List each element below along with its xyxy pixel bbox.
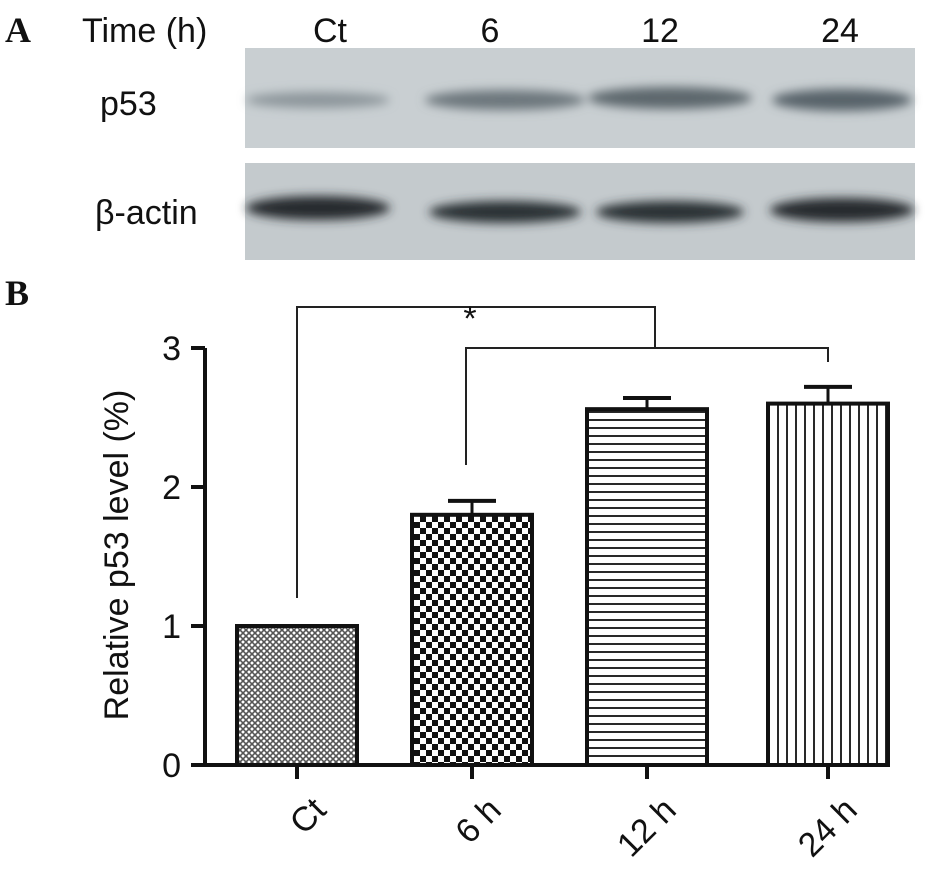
- significance-star: *: [463, 300, 476, 338]
- row-label: β-actin: [95, 194, 198, 232]
- bracket: [465, 347, 829, 465]
- row-label: p53: [100, 85, 157, 123]
- bar: [235, 624, 359, 767]
- lane-label: 6: [481, 12, 500, 50]
- x-tick-label: 6 h: [448, 791, 508, 851]
- x-tick-label: Ct: [283, 790, 334, 841]
- x-tick-label: 12 h: [610, 791, 684, 865]
- band: [246, 196, 390, 220]
- y-axis-label: Relative p53 level (%): [98, 390, 136, 721]
- band: [772, 89, 912, 111]
- y-tick-label: 2: [162, 469, 181, 507]
- lane-label: 12: [641, 12, 679, 50]
- bar: [585, 407, 709, 767]
- bar: [766, 401, 890, 767]
- bracket: [296, 306, 656, 598]
- band: [246, 92, 390, 108]
- time-label: Time (h): [82, 12, 207, 50]
- band: [596, 201, 744, 223]
- band: [429, 201, 581, 223]
- band: [588, 87, 752, 109]
- band: [770, 198, 914, 222]
- y-tick-label: 3: [162, 330, 181, 368]
- panel-label: A: [5, 10, 31, 50]
- band: [425, 90, 585, 110]
- y-tick-label: 0: [162, 747, 181, 785]
- lane-label: Ct: [313, 12, 348, 50]
- lane-label: 24: [821, 12, 859, 50]
- significance-brackets: [296, 306, 829, 598]
- bar: [410, 512, 534, 767]
- blot-bands: [246, 87, 914, 223]
- panel-label: B: [5, 273, 29, 313]
- y-tick-label: 1: [162, 608, 181, 646]
- x-tick-label: 24 h: [791, 791, 865, 865]
